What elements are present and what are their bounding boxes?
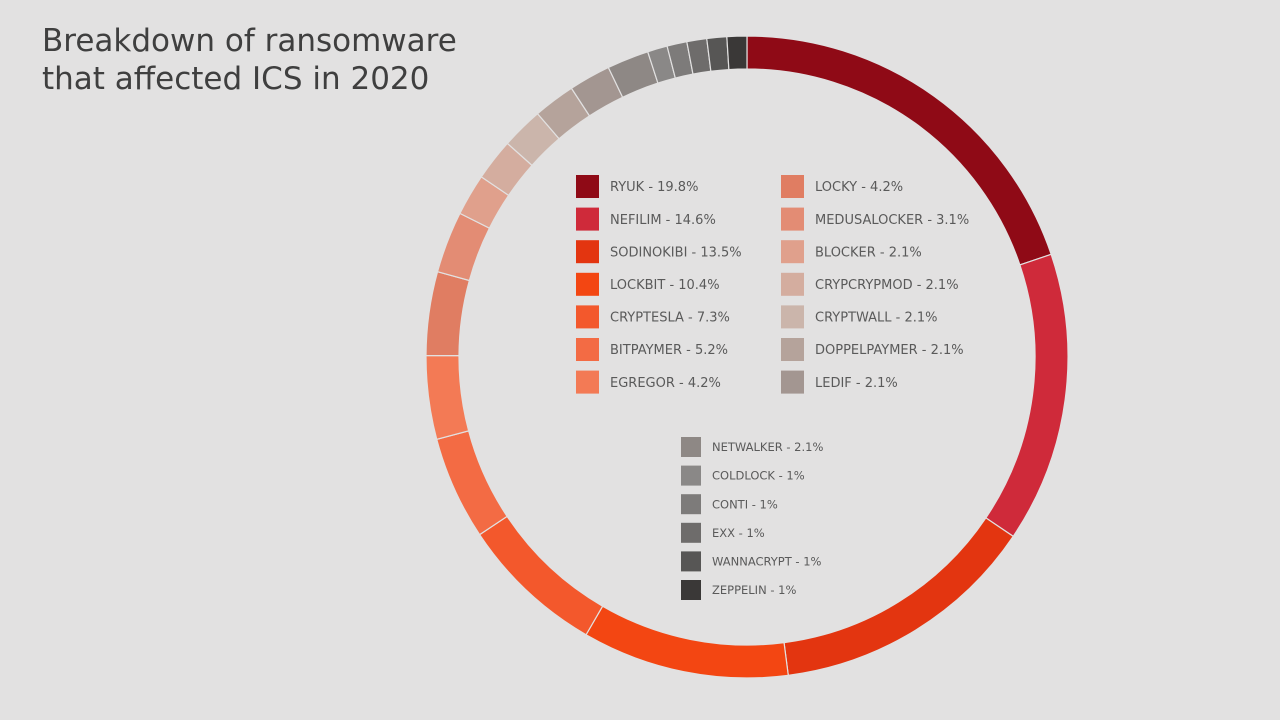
legend-label-nefilim: NEFILIM - 14.6% xyxy=(610,213,716,228)
legend-swatch-zeppelin xyxy=(681,580,701,600)
legend-label-ryuk: RYUK - 19.8% xyxy=(610,180,698,195)
legend-swatch-bitpaymer xyxy=(576,338,599,361)
slice-lockbit xyxy=(585,605,789,679)
legend-swatch-wannacrypt xyxy=(681,551,701,572)
legend-swatch-sodinokibi xyxy=(576,240,599,264)
legend-label-cryptwall: CRYPTWALL - 2.1% xyxy=(815,311,938,326)
legend-swatch-ryuk xyxy=(576,175,599,198)
legend-label-crypcrypmod: CRYPCRYPMOD - 2.1% xyxy=(815,278,959,293)
legend-label-cryptesla: CRYPTESLA - 7.3% xyxy=(610,311,730,326)
chart-legend: RYUK - 19.8% NEFILIM - 14.6% SODINOKIBI - … xyxy=(576,175,969,600)
slice-egregor xyxy=(425,354,470,441)
legend-swatch-conti xyxy=(681,494,701,515)
legend-label-doppelpaymer: DOPPELPAYMER - 2.1% xyxy=(815,343,964,358)
legend-swatch-coldlock xyxy=(681,465,701,486)
legend-label-wannacrypt: WANNACRYPT - 1% xyxy=(712,555,822,569)
legend-label-sodinokibi: SODINOKIBI - 13.5% xyxy=(610,245,742,260)
chart-title-line-2: that affected ICS in 2020 xyxy=(42,61,430,97)
legend-label-medusalocker: MEDUSALOCKER - 3.1% xyxy=(815,213,969,228)
legend-label-ledif: LEDIF - 2.1% xyxy=(815,376,898,391)
legend-swatch-cryptesla xyxy=(576,305,599,329)
legend-label-lockbit: LOCKBIT - 10.4% xyxy=(610,278,720,293)
legend-label-conti: CONTI - 1% xyxy=(712,497,778,511)
chart-title: Breakdown of ransomware that affected IC… xyxy=(42,22,562,98)
slice-bitpaymer xyxy=(436,430,508,536)
legend-swatch-locky xyxy=(781,175,804,198)
legend-label-netwalker: NETWALKER - 2.1% xyxy=(712,440,823,454)
legend-swatch-medusalocker xyxy=(781,207,804,231)
legend-label-zeppelin: ZEPPELIN - 1% xyxy=(712,583,796,597)
legend-swatch-lockbit xyxy=(576,272,599,296)
legend-label-exx: EXX - 1% xyxy=(712,526,765,540)
legend-label-coldlock: COLDLOCK - 1% xyxy=(712,469,805,483)
legend-swatch-doppelpaymer xyxy=(781,338,804,361)
legend-swatch-egregor xyxy=(576,370,599,394)
legend-swatch-nefilim xyxy=(576,207,599,231)
legend-swatch-cryptwall xyxy=(781,305,804,329)
slice-locky xyxy=(425,270,471,357)
donut-slices xyxy=(425,35,1069,679)
slice-sodinokibi xyxy=(783,517,1015,677)
legend-swatch-netwalker xyxy=(681,437,701,457)
legend-label-egregor: EGREGOR - 4.2% xyxy=(610,376,721,391)
legend-swatch-exx xyxy=(681,522,701,543)
legend-label-locky: LOCKY - 4.2% xyxy=(815,180,903,195)
legend-swatch-crypcrypmod xyxy=(781,272,804,296)
slice-wannacrypt xyxy=(706,35,730,72)
slice-cryptesla xyxy=(478,515,604,636)
slice-nefilim xyxy=(985,253,1069,538)
slice-zeppelin xyxy=(726,35,748,71)
legend-label-bitpaymer: BITPAYMER - 5.2% xyxy=(610,343,728,358)
legend-swatch-ledif xyxy=(781,370,804,394)
legend-swatch-blocker xyxy=(781,240,804,264)
chart-title-line-1: Breakdown of ransomware xyxy=(42,23,457,59)
legend-label-blocker: BLOCKER - 2.1% xyxy=(815,245,922,260)
